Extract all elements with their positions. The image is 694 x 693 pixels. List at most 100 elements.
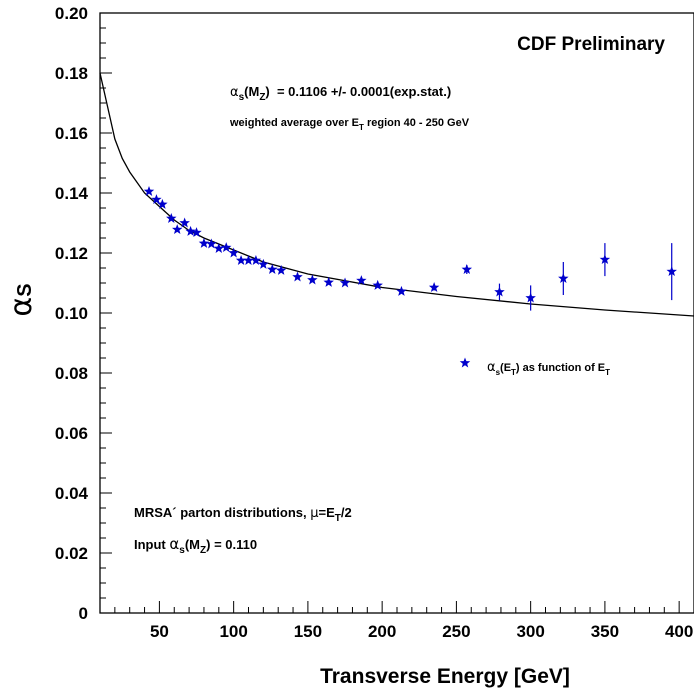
data-point-marker bbox=[235, 255, 247, 265]
data-point-marker bbox=[157, 198, 168, 209]
theory-curve bbox=[99, 72, 694, 317]
x-axis-title: Transverse Energy [GeV] bbox=[320, 665, 570, 688]
data-point-marker bbox=[151, 194, 162, 205]
data-point bbox=[191, 227, 202, 238]
y-tick-label: 0.04 bbox=[55, 484, 89, 503]
data-point bbox=[243, 255, 254, 265]
data-point bbox=[206, 238, 217, 249]
data-point bbox=[292, 271, 303, 282]
y-tick-label: 0.02 bbox=[55, 544, 88, 563]
y-tick-label: 0.10 bbox=[55, 304, 88, 323]
data-point bbox=[461, 264, 473, 274]
data-point bbox=[275, 264, 287, 275]
y-tick-label: 0.18 bbox=[55, 64, 88, 83]
data-point bbox=[213, 243, 225, 253]
y-tick-label: 0.14 bbox=[55, 184, 89, 203]
data-point-marker bbox=[206, 238, 217, 249]
data-point-marker bbox=[179, 217, 190, 228]
y-tick-label: 0.06 bbox=[55, 424, 88, 443]
y-axis-title: αS bbox=[4, 283, 39, 316]
x-tick-labels: 50 100 150 200 250 300 350 400 bbox=[150, 622, 693, 641]
data-point bbox=[267, 264, 278, 274]
y-tick-label: 0.08 bbox=[55, 364, 88, 383]
data-point bbox=[258, 258, 269, 269]
data-point-marker bbox=[220, 242, 232, 253]
y-tick-label: 0.20 bbox=[55, 4, 88, 23]
data-point-marker bbox=[275, 264, 287, 275]
data-point bbox=[185, 225, 196, 236]
input-annotation: Input αs(MZ) = 0.110 bbox=[134, 535, 257, 556]
data-point-marker bbox=[292, 271, 303, 282]
data-point bbox=[151, 194, 162, 205]
data-point-marker bbox=[191, 227, 202, 238]
data-point bbox=[666, 243, 677, 301]
average-annotation: weighted average over ET region 40 - 250… bbox=[229, 117, 470, 132]
data-point bbox=[339, 277, 351, 288]
data-point bbox=[228, 247, 239, 258]
result-annotation: αs(MZ) = 0.1106 +/- 0.0001(exp.stat.) bbox=[230, 84, 451, 103]
data-point-marker bbox=[396, 285, 407, 296]
data-points bbox=[143, 186, 677, 311]
data-point-marker bbox=[166, 213, 177, 223]
y-tick-label: 0.12 bbox=[55, 244, 88, 263]
data-point bbox=[356, 275, 367, 286]
x-tick-label: 350 bbox=[591, 622, 619, 641]
data-point-marker bbox=[228, 247, 239, 258]
x-tick-label: 400 bbox=[665, 622, 693, 641]
data-point bbox=[198, 237, 210, 248]
y-tick-label: 0.16 bbox=[55, 124, 88, 143]
data-point-marker bbox=[339, 277, 351, 288]
data-point-marker bbox=[428, 282, 440, 292]
data-point bbox=[494, 283, 505, 301]
data-point-marker bbox=[267, 264, 278, 274]
data-point-marker bbox=[213, 243, 225, 253]
data-point bbox=[235, 255, 247, 265]
data-point-marker bbox=[307, 274, 318, 285]
data-point-marker bbox=[258, 258, 269, 269]
data-point bbox=[250, 255, 262, 265]
legend-label: αs(ET) as function of ET bbox=[487, 360, 610, 377]
data-point bbox=[372, 279, 383, 290]
x-tick-label: 300 bbox=[516, 622, 544, 641]
y-tick-label: 0 bbox=[79, 604, 88, 623]
data-point-marker bbox=[243, 255, 254, 265]
data-point bbox=[428, 282, 440, 292]
x-tick-label: 250 bbox=[442, 622, 470, 641]
data-point-marker bbox=[250, 255, 262, 265]
pdf-annotation: MRSA´ parton distributions, μ=ET/2 bbox=[134, 505, 352, 524]
plot-frame bbox=[99, 12, 694, 614]
data-point bbox=[599, 243, 611, 277]
data-point-marker bbox=[198, 237, 210, 248]
x-tick-label: 50 bbox=[150, 622, 169, 641]
data-point bbox=[307, 274, 318, 285]
data-point-marker bbox=[323, 276, 334, 287]
data-point bbox=[171, 224, 183, 235]
data-point bbox=[157, 198, 168, 209]
legend-marker-star bbox=[459, 357, 471, 368]
data-point-marker bbox=[666, 266, 677, 277]
chart-title: CDF Preliminary bbox=[517, 34, 665, 55]
data-point bbox=[558, 262, 569, 295]
y-tick-labels: 0 0.02 0.04 0.06 0.08 0.10 0.12 0.14 0.16 0.18 0.2… bbox=[55, 4, 89, 623]
data-point bbox=[396, 285, 407, 296]
data-point-marker bbox=[494, 286, 505, 297]
x-tick-label: 150 bbox=[294, 622, 322, 641]
data-point bbox=[179, 217, 190, 228]
data-point bbox=[323, 276, 334, 287]
data-point-marker bbox=[171, 224, 183, 235]
data-point-marker bbox=[372, 279, 383, 290]
data-point-marker bbox=[599, 254, 611, 265]
data-point-marker bbox=[356, 275, 367, 286]
data-point bbox=[220, 242, 232, 253]
data-point-marker bbox=[185, 225, 196, 236]
data-point bbox=[143, 186, 155, 196]
data-point-marker bbox=[525, 292, 536, 303]
x-tick-label: 100 bbox=[219, 622, 247, 641]
legend: αs(ET) as function of ET bbox=[459, 357, 610, 377]
x-tick-label: 200 bbox=[368, 622, 396, 641]
data-point bbox=[166, 213, 177, 223]
data-point bbox=[525, 285, 536, 311]
data-point-marker bbox=[558, 273, 569, 283]
data-point-marker bbox=[143, 186, 155, 196]
